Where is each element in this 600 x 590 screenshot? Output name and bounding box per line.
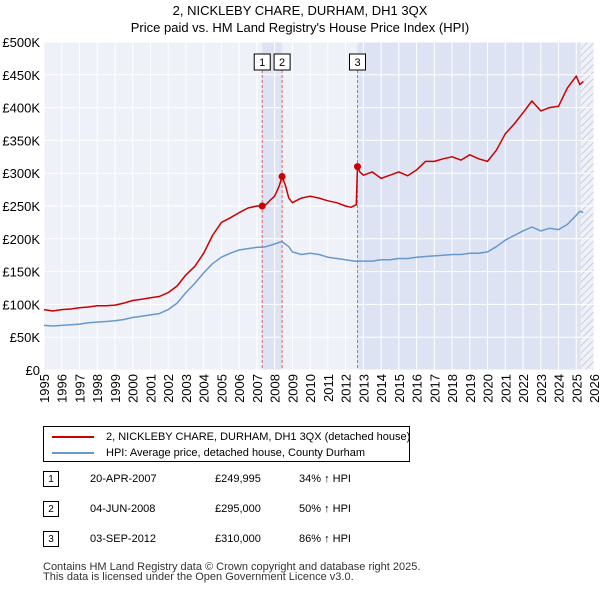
y-tick-label: £200K bbox=[2, 232, 40, 247]
x-tick-label: 2009 bbox=[285, 374, 300, 403]
sale-date: 03-SEP-2012 bbox=[90, 533, 157, 545]
x-tick-label: 2025 bbox=[569, 374, 584, 403]
sale-row: 3 03-SEP-2012 £310,000 86% ↑ HPI bbox=[43, 531, 463, 549]
x-tick-label: 2023 bbox=[534, 374, 549, 403]
x-tick-label: 2016 bbox=[410, 374, 425, 403]
sale-number: 2 bbox=[43, 501, 59, 517]
x-tick-label: 2000 bbox=[126, 374, 141, 403]
x-tick-label: 2011 bbox=[321, 374, 336, 402]
x-tick-label: 2007 bbox=[250, 374, 265, 403]
x-tick-label: 1996 bbox=[55, 374, 70, 403]
y-tick-label: £100K bbox=[2, 297, 40, 312]
sale-marker-label: 1 bbox=[259, 57, 265, 69]
x-tick-label: 2021 bbox=[498, 374, 513, 403]
x-tick-label: 2018 bbox=[445, 374, 460, 403]
sale-marker-box bbox=[349, 53, 366, 71]
x-tick-label: 2014 bbox=[374, 374, 389, 403]
x-tick-label: 2001 bbox=[143, 374, 158, 403]
x-tick-label: 2006 bbox=[232, 374, 247, 403]
legend-line-property bbox=[52, 436, 94, 438]
sale-hpi-change: 50% ↑ HPI bbox=[299, 503, 351, 515]
y-tick-label: £350K bbox=[2, 133, 40, 148]
legend-item-property: 2, NICKLEBY CHARE, DURHAM, DH1 3QX (deta… bbox=[52, 430, 410, 444]
y-tick-label: £400K bbox=[2, 101, 40, 116]
footer-line-1: Contains HM Land Registry data © Crown c… bbox=[43, 561, 421, 573]
x-tick-label: 2026 bbox=[587, 374, 600, 403]
x-tick-label: 2010 bbox=[303, 374, 318, 403]
x-tick-label: 2002 bbox=[161, 374, 176, 403]
y-tick-label: £0 bbox=[26, 363, 40, 378]
hpi-series-line bbox=[43, 210, 584, 327]
x-tick-label: 2008 bbox=[268, 374, 283, 403]
x-tick-label: 2012 bbox=[339, 374, 354, 403]
x-tick-label: 2024 bbox=[552, 374, 567, 403]
sale-marker-box bbox=[273, 53, 291, 71]
x-tick-label: 1995 bbox=[37, 374, 52, 403]
sale-hpi-change: 86% ↑ HPI bbox=[299, 533, 351, 545]
sale-marker-label: 3 bbox=[354, 57, 360, 69]
y-tick-label: £450K bbox=[2, 68, 40, 83]
sale-row: 2 04-JUN-2008 £295,000 50% ↑ HPI bbox=[43, 501, 463, 519]
sale-row: 1 20-APR-2007 £249,995 34% ↑ HPI bbox=[43, 471, 463, 489]
sale-marker-box bbox=[253, 53, 271, 71]
footer-attribution: Contains HM Land Registry data © Crown c… bbox=[43, 561, 421, 583]
legend-label-property: 2, NICKLEBY CHARE, DURHAM, DH1 3QX (deta… bbox=[106, 431, 411, 443]
legend-item-hpi: HPI: Average price, detached house, Coun… bbox=[52, 446, 365, 460]
sale-price: £295,000 bbox=[215, 503, 261, 515]
sale-marker-label: 2 bbox=[279, 57, 285, 69]
chart-title: 2, NICKLEBY CHARE, DURHAM, DH1 3QX bbox=[173, 3, 428, 18]
x-tick-label: 2017 bbox=[427, 374, 442, 403]
y-tick-label: £300K bbox=[2, 166, 40, 181]
x-tick-label: 2005 bbox=[214, 374, 229, 403]
x-tick-label: 2004 bbox=[197, 374, 212, 403]
sale-number: 1 bbox=[43, 471, 59, 487]
sale-price: £310,000 bbox=[215, 533, 261, 545]
sale-date: 04-JUN-2008 bbox=[90, 503, 156, 515]
sale-number: 3 bbox=[43, 531, 59, 547]
y-tick-label: £500K bbox=[2, 35, 40, 50]
legend: 2, NICKLEBY CHARE, DURHAM, DH1 3QX (deta… bbox=[43, 426, 410, 462]
price-chart: 2, NICKLEBY CHARE, DURHAM, DH1 3QX Price… bbox=[2, 3, 600, 403]
sale-point bbox=[278, 172, 286, 180]
x-tick-label: 1998 bbox=[90, 374, 105, 403]
sale-hpi-change: 34% ↑ HPI bbox=[299, 473, 351, 485]
y-tick-label: £50K bbox=[10, 330, 41, 345]
legend-line-hpi bbox=[52, 452, 94, 454]
property-series-line bbox=[43, 75, 584, 312]
x-tick-label: 2003 bbox=[179, 374, 194, 403]
x-tick-label: 1999 bbox=[108, 374, 123, 403]
sale-price: £249,995 bbox=[215, 473, 261, 485]
sale-point bbox=[354, 163, 361, 171]
chart-subtitle: Price paid vs. HM Land Registry's House … bbox=[131, 20, 469, 35]
legend-label-hpi: HPI: Average price, detached house, Coun… bbox=[106, 447, 366, 459]
x-tick-label: 1997 bbox=[72, 374, 87, 403]
sale-point bbox=[258, 202, 266, 210]
sale-date: 20-APR-2007 bbox=[90, 473, 157, 485]
y-tick-label: £150K bbox=[2, 265, 40, 280]
x-tick-label: 2019 bbox=[463, 374, 478, 403]
footer-line-2: This data is licensed under the Open Gov… bbox=[43, 571, 354, 583]
x-tick-label: 2022 bbox=[516, 374, 531, 403]
x-tick-label: 2013 bbox=[356, 374, 371, 403]
x-tick-label: 2015 bbox=[392, 374, 407, 403]
y-tick-label: £250K bbox=[2, 199, 40, 214]
x-tick-label: 2020 bbox=[481, 374, 496, 403]
